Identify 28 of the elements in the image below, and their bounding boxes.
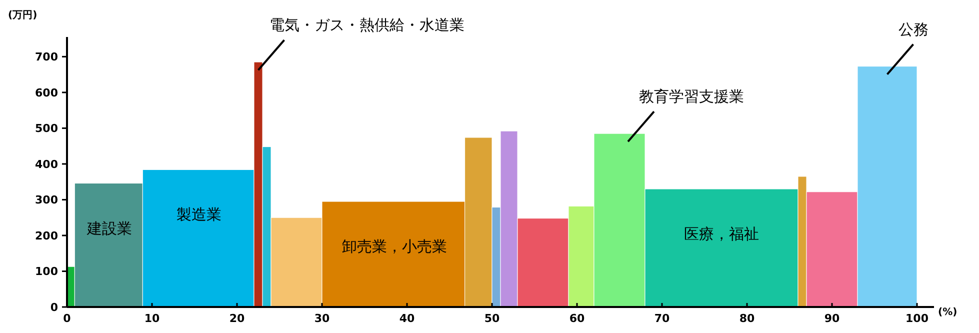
x-tick-label: 0: [63, 312, 72, 325]
x-tick-label: 60: [569, 312, 585, 325]
y-tick-label: 400: [35, 158, 58, 171]
x-tick-label: 20: [229, 312, 245, 325]
x-tick-label: 100: [906, 312, 929, 325]
x-tick-label: 30: [314, 312, 330, 325]
y-tick-label: 500: [35, 122, 58, 136]
annotation: 医療，福祉: [684, 224, 759, 243]
y-tick-label: 0: [50, 301, 58, 314]
x-tick-label: 80: [739, 312, 755, 325]
x-tick-label: 90: [824, 312, 840, 325]
x-tick-label: 10: [144, 312, 160, 325]
annotation: 公務: [898, 20, 928, 38]
x-axis-title: (%): [938, 307, 958, 318]
x-tick-label: 70: [654, 312, 670, 325]
y-tick-label: 200: [35, 229, 58, 242]
x-tick-label: 40: [399, 312, 415, 325]
y-tick-label: 700: [35, 50, 58, 64]
annotation: 電気・ガス・熱供給・水道業: [269, 16, 464, 34]
y-tick-label: 600: [35, 86, 58, 100]
annotation: 教育学習支援業: [639, 88, 744, 106]
y-axis-title: (万円): [8, 10, 38, 21]
x-tick-label: 50: [484, 312, 500, 325]
y-tick-label: 300: [35, 194, 58, 207]
y-tick-label: 100: [35, 265, 58, 278]
annotation: 卸売業，小売業: [342, 238, 447, 256]
annotation: 建設業: [86, 219, 132, 238]
annotation: 製造業: [176, 206, 222, 224]
